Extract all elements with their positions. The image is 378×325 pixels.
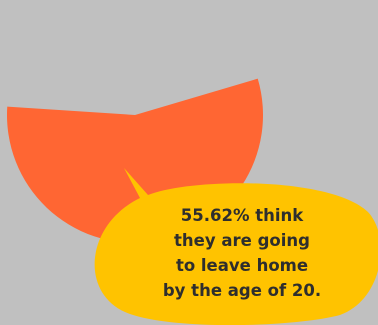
callout-line-3: to leave home: [176, 256, 308, 275]
callout-bubble: 55.62% think they are going to leave hom…: [94, 168, 378, 325]
callout-shape: [94, 168, 378, 325]
callout-line-4: by the age of 20.: [163, 281, 321, 300]
callout-line-1: 55.62% think: [181, 206, 305, 225]
callout-line-2: they are going: [174, 231, 310, 250]
